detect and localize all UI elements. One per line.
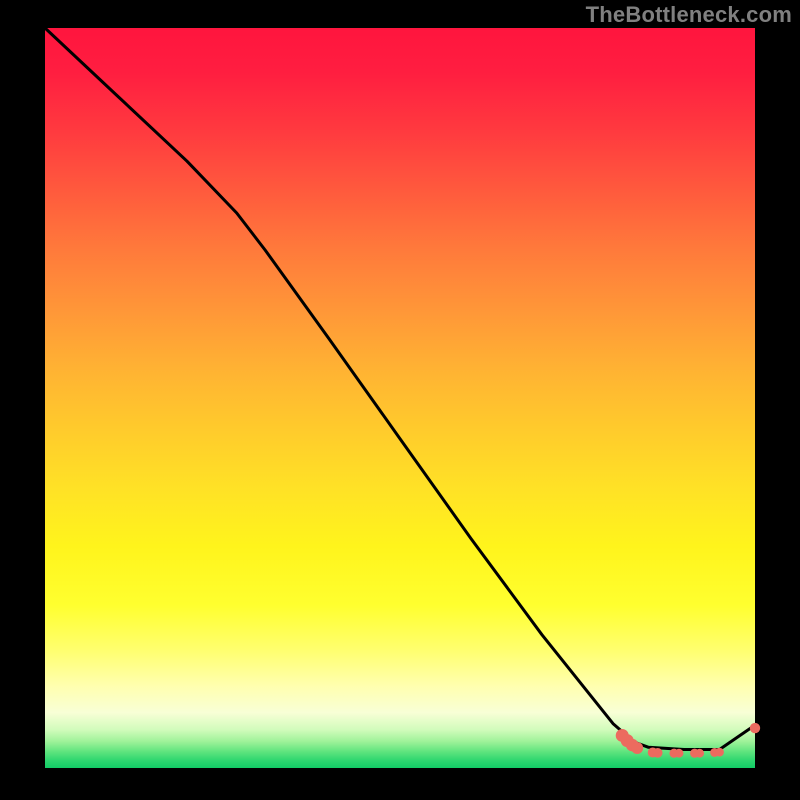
plot-area: [45, 28, 755, 768]
chart-overlay: [45, 28, 755, 768]
chart-root: TheBottleneck.com: [0, 0, 800, 800]
bottleneck-line: [45, 28, 755, 750]
marker-point: [675, 749, 684, 758]
marker-point: [750, 723, 760, 733]
watermark-label: TheBottleneck.com: [586, 2, 792, 28]
marker-point: [715, 748, 724, 757]
marker-point: [653, 748, 663, 758]
marker-point: [631, 742, 643, 754]
marker-group: [616, 723, 760, 758]
marker-point: [695, 749, 704, 758]
